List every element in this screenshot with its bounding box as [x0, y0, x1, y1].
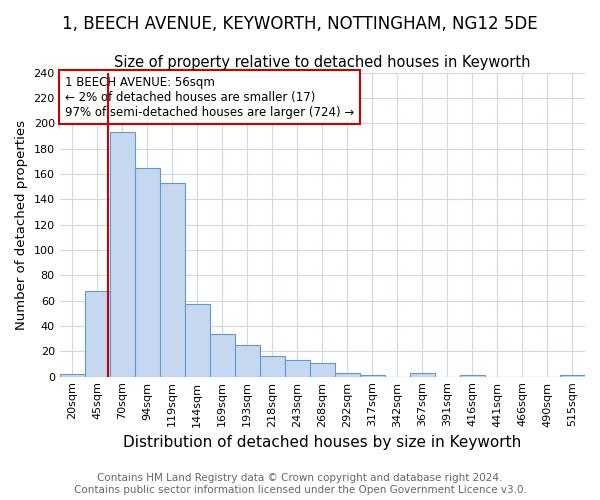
Bar — [210, 334, 235, 376]
Bar — [185, 304, 210, 376]
Text: Contains HM Land Registry data © Crown copyright and database right 2024.
Contai: Contains HM Land Registry data © Crown c… — [74, 474, 526, 495]
Title: Size of property relative to detached houses in Keyworth: Size of property relative to detached ho… — [114, 55, 530, 70]
X-axis label: Distribution of detached houses by size in Keyworth: Distribution of detached houses by size … — [123, 435, 521, 450]
Text: 1 BEECH AVENUE: 56sqm
← 2% of detached houses are smaller (17)
97% of semi-detac: 1 BEECH AVENUE: 56sqm ← 2% of detached h… — [65, 76, 354, 118]
Y-axis label: Number of detached properties: Number of detached properties — [15, 120, 28, 330]
Bar — [410, 373, 435, 376]
Bar — [59, 374, 85, 376]
Bar — [310, 362, 335, 376]
Bar — [85, 290, 110, 376]
Text: 1, BEECH AVENUE, KEYWORTH, NOTTINGHAM, NG12 5DE: 1, BEECH AVENUE, KEYWORTH, NOTTINGHAM, N… — [62, 15, 538, 33]
Bar — [135, 168, 160, 376]
Bar — [160, 183, 185, 376]
Bar — [335, 373, 360, 376]
Bar — [260, 356, 285, 376]
Bar — [110, 132, 135, 376]
Bar — [235, 345, 260, 376]
Bar — [285, 360, 310, 376]
